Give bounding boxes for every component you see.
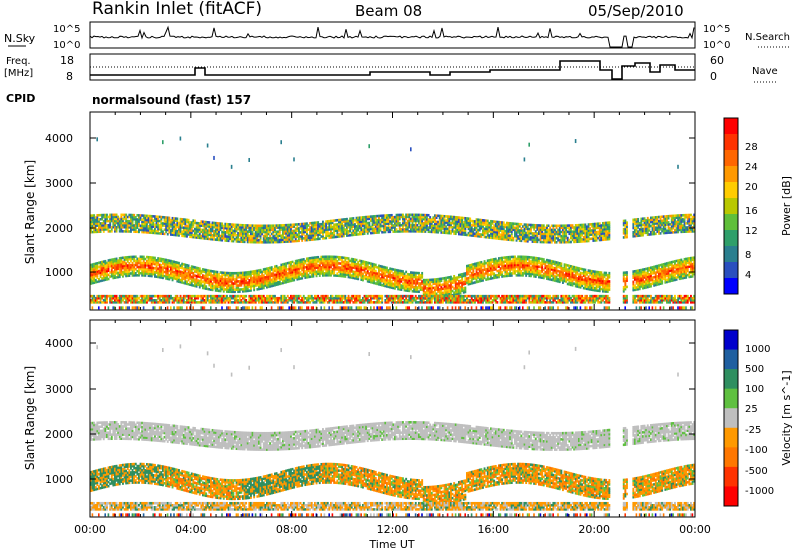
xlabel: Time UT [368, 538, 414, 551]
power-cbar-tick-12: 12 [745, 226, 758, 237]
vel-cbar-tick-1000: 1000 [745, 344, 770, 355]
nsky-right-tick-bottom: 10^0 [703, 40, 730, 51]
xtick-0000: 00:00 [74, 523, 106, 536]
power-ytick-2000: 2000 [45, 222, 73, 235]
nsearch-legend: N.Search [745, 32, 790, 43]
xtick-0800: 08:00 [276, 523, 308, 536]
nsky-label: N.Sky [4, 32, 36, 45]
vel-cbar-tick-m25: -25 [745, 425, 761, 436]
xtick-2400: 00:00 [679, 523, 711, 536]
nsky-right-tick-top: 10^5 [703, 24, 730, 35]
freq-tick-18: 18 [60, 54, 74, 67]
velocity-ytick-3000: 3000 [45, 383, 73, 396]
power-heatmap [90, 136, 695, 310]
power-cbar-tick-28: 28 [745, 142, 758, 153]
freq-trace [90, 60, 695, 80]
power-ytick-4000: 4000 [45, 132, 73, 145]
power-cbar-tick-4: 4 [745, 270, 751, 281]
nsky-tick-top: 10^5 [53, 24, 80, 35]
xtick-1200: 12:00 [377, 523, 409, 536]
power-cbar-tick-16: 16 [745, 206, 758, 217]
xtick-2000: 20:00 [578, 523, 610, 536]
power-colorbar: 28 24 20 16 12 8 4 Power [dB] [723, 117, 793, 295]
vel-cbar-tick-25: 25 [745, 404, 758, 415]
velocity-ylabel: Slant Range [km] [23, 366, 37, 470]
xtick-0400: 04:00 [175, 523, 207, 536]
cpid-value: normalsound (fast) 157 [92, 93, 251, 107]
nave-legend: Nave [752, 66, 778, 77]
power-cbar-tick-8: 8 [745, 250, 751, 261]
power-panel: 1000 2000 3000 4000 Slant Range [km] [23, 111, 696, 311]
velocity-colorbar: 1000 500 100 25 -25 -100 -500 -1000 Velo… [723, 329, 793, 507]
vel-cbar-tick-100: 100 [745, 384, 764, 395]
freq-tick-8: 8 [66, 70, 73, 83]
nave-tick-60: 60 [710, 54, 724, 67]
velocity-ytick-1000: 1000 [45, 473, 73, 486]
power-cbar-tick-20: 20 [745, 182, 758, 193]
freq-label-line2: [MHz] [4, 68, 33, 79]
cpid-label: CPID [6, 92, 35, 105]
velocity-ytick-2000: 2000 [45, 428, 73, 441]
power-ytick-3000: 3000 [45, 177, 73, 190]
nsky-tick-bottom: 10^0 [53, 40, 80, 51]
vel-cbar-tick-m1000: -1000 [745, 486, 774, 497]
velocity-ytick-4000: 4000 [45, 337, 73, 350]
velocity-heatmap [90, 344, 695, 517]
velocity-cbar-label: Velocity [m s^-1] [780, 370, 793, 465]
beam-label: Beam 08 [355, 2, 422, 20]
nsky-panel: N.Sky 10^5 10^0 10^5 10^0 N.Search [4, 21, 790, 51]
xtick-1600: 16:00 [477, 523, 509, 536]
station-title: Rankin Inlet (fitACF) [92, 0, 262, 19]
vel-cbar-tick-m500: -500 [745, 466, 768, 477]
power-axis-ticks [89, 112, 696, 310]
power-ytick-1000: 1000 [45, 266, 73, 279]
power-cbar-label: Power [dB] [780, 176, 793, 236]
vel-cbar-tick-m100: -100 [745, 445, 768, 456]
nsky-trace [89, 25, 695, 48]
freq-label-line1: Freq. [6, 56, 31, 67]
freq-panel: Freq. [MHz] 18 8 60 0 Nave [4, 53, 778, 83]
power-cbar-tick-24: 24 [745, 162, 758, 173]
date-label: 05/Sep/2010 [588, 2, 684, 20]
velocity-panel: 1000 2000 3000 4000 Slant Range [km] [23, 319, 696, 518]
nave-tick-0: 0 [710, 70, 717, 83]
vel-cbar-tick-500: 500 [745, 364, 764, 375]
velocity-axis-ticks [89, 320, 696, 517]
power-ylabel: Slant Range [km] [23, 160, 37, 264]
